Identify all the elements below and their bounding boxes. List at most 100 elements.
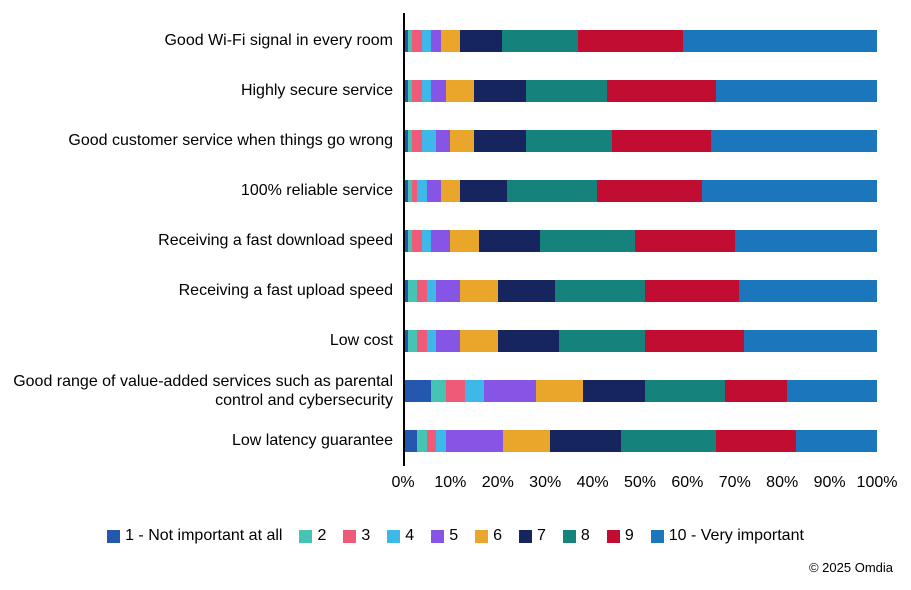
chart-row: Low latency guarantee — [0, 416, 877, 466]
legend-swatch — [562, 529, 576, 543]
y-axis-line — [403, 13, 405, 466]
bar-segment-6 — [535, 380, 584, 402]
bar-track — [403, 80, 877, 102]
legend-swatch — [519, 529, 533, 543]
bar-segment-6 — [440, 180, 460, 202]
bar-segment-1 — [403, 180, 408, 202]
legend-swatch — [299, 529, 313, 543]
legend: 1 - Not important at all 2 3 4 5 6 7 8 9 10 - Ver… — [8, 527, 903, 545]
bar-segment-4 — [426, 330, 437, 352]
legend-swatch — [431, 529, 445, 543]
bar-segment-8 — [526, 130, 612, 152]
legend-label: 4 — [405, 527, 415, 544]
bar-segment-9 — [611, 130, 712, 152]
bar-segment-9 — [644, 280, 740, 302]
bar-segment-5 — [426, 180, 441, 202]
bar-segment-8 — [554, 280, 645, 302]
bar-segment-10 — [711, 130, 877, 152]
bar-segment-2 — [407, 280, 418, 302]
bar-segment-4 — [417, 180, 427, 202]
bar-segment-3 — [412, 80, 422, 102]
legend-item: 7 — [519, 527, 546, 545]
bar-segment-2 — [431, 380, 446, 402]
stacked-bar — [403, 280, 877, 302]
bar-segment-6 — [440, 30, 460, 52]
legend-label: 9 — [624, 527, 634, 544]
legend-item: 8 — [562, 527, 590, 545]
bar-segment-1 — [403, 280, 408, 302]
legend-swatch — [107, 529, 121, 543]
bar-segment-9 — [644, 330, 745, 352]
bar-segment-4 — [421, 30, 432, 52]
bar-segment-1 — [403, 80, 408, 102]
bar-segment-2 — [407, 330, 418, 352]
chart-row: Low cost — [0, 316, 877, 366]
bar-segment-4 — [464, 380, 484, 402]
legend-label: 5 — [449, 527, 459, 544]
bar-track — [403, 380, 877, 402]
chart-rows: Good Wi-Fi signal in every room Highly se… — [0, 16, 877, 466]
bar-segment-5 — [431, 80, 446, 102]
bar-segment-9 — [606, 80, 716, 102]
bar-segment-2 — [407, 130, 413, 152]
bar-segment-3 — [417, 280, 427, 302]
x-axis-ticks: 0% 10% 20% 30% 40% 50% 60% 70% 80% 90% 100% — [391, 466, 897, 496]
legend-swatch — [387, 529, 401, 543]
legend-item: 3 — [343, 527, 370, 545]
legend-label: 2 — [317, 527, 327, 544]
tick-label: 40% — [576, 474, 609, 491]
legend-item: 6 — [475, 527, 502, 545]
tick-label: 50% — [623, 474, 657, 491]
bar-segment-5 — [436, 130, 451, 152]
bar-segment-3 — [417, 330, 427, 352]
bar-segment-10 — [744, 330, 877, 352]
bar-segment-1 — [403, 330, 408, 352]
bar-segment-1 — [403, 430, 418, 452]
copyright-text: © 2025 Omdia — [808, 560, 893, 575]
stacked-bar — [403, 80, 877, 102]
bar-segment-3 — [412, 180, 418, 202]
bar-segment-8 — [620, 430, 716, 452]
bar-segment-4 — [436, 430, 446, 452]
stacked-bar — [403, 330, 877, 352]
bar-segment-6 — [459, 330, 498, 352]
bar-segment-7 — [549, 430, 621, 452]
bar-segment-1 — [403, 380, 432, 402]
bar-segment-3 — [426, 430, 437, 452]
bar-track — [403, 180, 877, 202]
bar-segment-10 — [734, 230, 877, 252]
bar-segment-3 — [412, 130, 422, 152]
bar-segment-8 — [540, 230, 636, 252]
bar-segment-2 — [407, 80, 413, 102]
bar-segment-7 — [474, 80, 527, 102]
bar-segment-5 — [436, 280, 460, 302]
tick-label: 70% — [718, 474, 751, 491]
axis-spacer — [0, 466, 403, 496]
category-label: Receiving a fast upload speed — [178, 282, 393, 300]
tick-label: 80% — [766, 474, 799, 491]
bar-segment-7 — [474, 130, 527, 152]
bar-segment-10 — [796, 430, 877, 452]
chart-body: Good Wi-Fi signal in every room Highly se… — [0, 13, 897, 496]
chart-row: Receiving a fast upload speed — [0, 266, 877, 316]
bar-track — [403, 230, 877, 252]
legend-item: 5 — [431, 527, 458, 545]
bar-track — [403, 130, 877, 152]
bar-segment-8 — [526, 80, 607, 102]
bar-segment-6 — [450, 130, 475, 152]
bar-segment-1 — [403, 230, 408, 252]
bar-segment-6 — [445, 80, 475, 102]
bar-segment-5 — [431, 230, 451, 252]
bar-segment-3 — [412, 30, 422, 52]
bar-segment-7 — [497, 330, 560, 352]
bar-segment-5 — [436, 330, 460, 352]
bar-segment-7 — [478, 230, 541, 252]
category-label: Good range of value-added services such … — [13, 372, 393, 409]
bar-segment-2 — [407, 30, 413, 52]
category-label: Low latency guarantee — [232, 432, 393, 450]
legend-swatch — [606, 529, 620, 543]
legend-label: 6 — [493, 527, 503, 544]
bar-segment-10 — [786, 380, 877, 402]
legend-label: 8 — [580, 527, 590, 544]
